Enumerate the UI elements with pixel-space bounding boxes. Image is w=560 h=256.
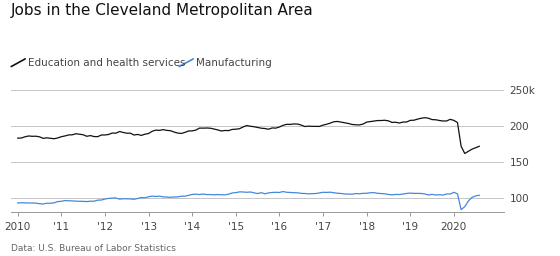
Text: Jobs in the Cleveland Metropolitan Area: Jobs in the Cleveland Metropolitan Area	[11, 3, 314, 18]
Text: Data: U.S. Bureau of Labor Statistics: Data: U.S. Bureau of Labor Statistics	[11, 244, 176, 253]
Text: Education and health services: Education and health services	[28, 58, 185, 68]
Text: Manufacturing: Manufacturing	[196, 58, 272, 68]
